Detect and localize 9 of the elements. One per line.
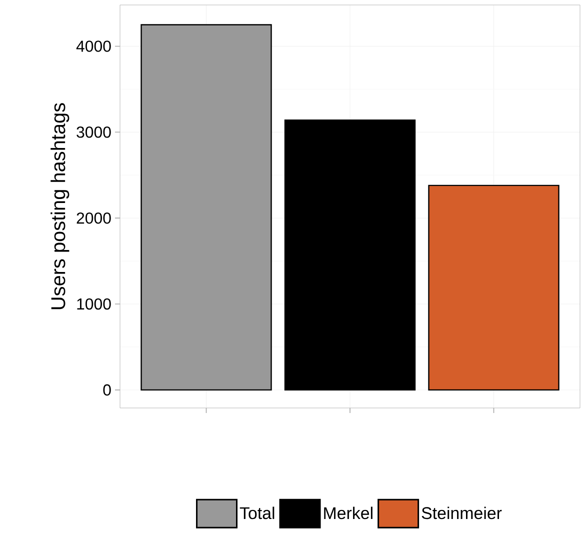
legend-label: Steinmeier (422, 506, 502, 520)
y-tick-label: 3000 (76, 126, 111, 138)
legend-label: Total (240, 506, 274, 520)
legend-label: Merkel (324, 506, 372, 520)
y-tick-label: 2000 (76, 212, 111, 224)
y-tick-label: 0 (103, 384, 111, 396)
y-tick-label: 4000 (76, 40, 111, 52)
y-tick-label: 1000 (77, 298, 111, 310)
y-axis-title: Users posting hashtags (50, 103, 70, 310)
